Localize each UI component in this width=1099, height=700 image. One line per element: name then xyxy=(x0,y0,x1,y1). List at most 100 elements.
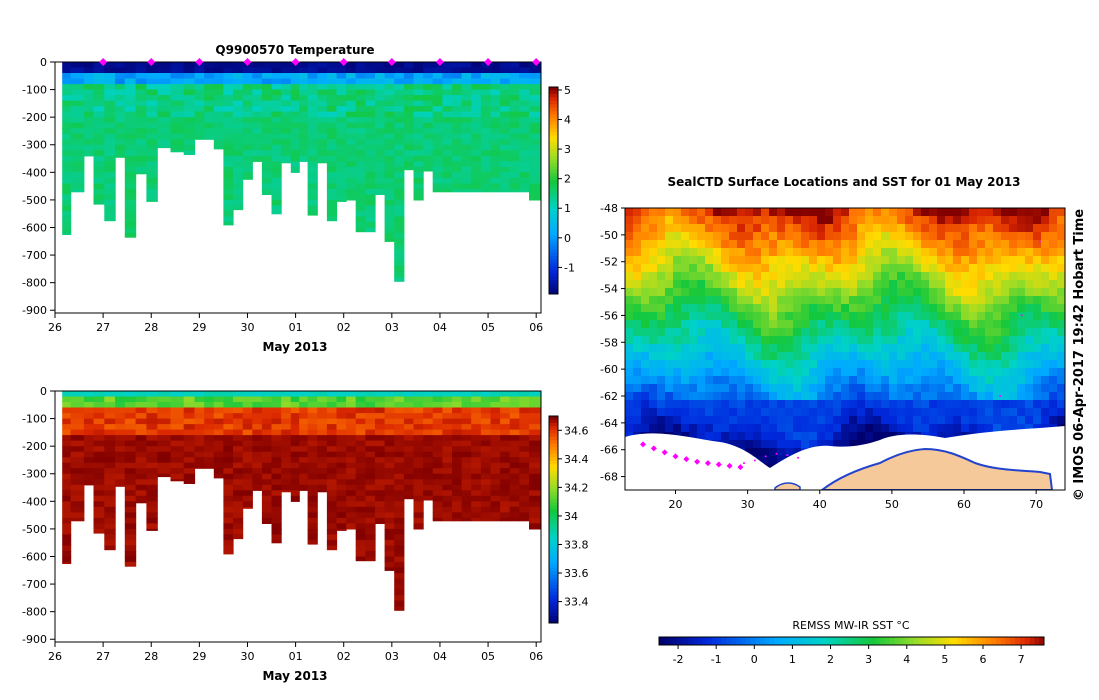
sst-cell xyxy=(713,352,722,361)
sst-cell xyxy=(849,376,858,385)
data-cell xyxy=(252,473,263,480)
sst-cell xyxy=(769,440,778,449)
sst-cell xyxy=(873,376,882,385)
data-cell xyxy=(326,396,338,403)
sst-cell xyxy=(921,312,930,321)
colorbar-band xyxy=(549,616,558,621)
data-cell xyxy=(500,166,511,173)
data-cell xyxy=(307,122,318,129)
data-cell xyxy=(442,89,453,96)
map-x-tick-label: 70 xyxy=(1029,498,1043,511)
sst-cell xyxy=(849,360,858,369)
data-cell xyxy=(183,468,196,475)
data-cell xyxy=(480,117,492,124)
data-cell xyxy=(346,523,357,530)
sst-cell xyxy=(881,400,890,409)
sst-cell xyxy=(817,392,826,401)
data-cell xyxy=(146,446,158,453)
colorbar-band xyxy=(549,422,558,427)
data-cell xyxy=(509,402,520,409)
sst-cell xyxy=(641,384,650,393)
data-cell xyxy=(233,468,244,475)
data-cell xyxy=(384,528,395,535)
data-cell xyxy=(252,407,263,414)
data-cell xyxy=(355,539,366,546)
sst-cell xyxy=(945,224,954,233)
sst-cell xyxy=(665,416,674,425)
sst-cell xyxy=(1025,248,1034,257)
data-cell xyxy=(336,183,347,190)
data-cell xyxy=(529,144,541,151)
data-cell xyxy=(281,144,292,151)
data-cell xyxy=(261,440,273,447)
data-cell xyxy=(452,462,463,469)
sst-cell xyxy=(841,288,850,297)
data-cell xyxy=(146,501,158,508)
sst-cell xyxy=(785,328,794,337)
sst-cell xyxy=(913,232,922,241)
data-cell xyxy=(394,484,405,491)
sst-cell xyxy=(937,360,946,369)
data-cell xyxy=(290,413,300,420)
sst-cell xyxy=(921,336,930,345)
sst-cell xyxy=(961,296,970,305)
sst-cell xyxy=(953,208,962,217)
data-cell xyxy=(194,413,205,420)
sst-cell xyxy=(969,400,978,409)
data-cell xyxy=(365,490,376,497)
sst-cell xyxy=(913,256,922,265)
data-cell xyxy=(170,111,185,118)
sst-colorbar-band xyxy=(904,637,910,645)
sst-cell xyxy=(897,248,906,257)
data-cell xyxy=(204,111,215,118)
data-cell xyxy=(355,210,366,217)
x-tick-label: 03 xyxy=(385,650,399,663)
data-cell xyxy=(62,177,72,184)
colorbar-band xyxy=(549,467,558,472)
sst-cell xyxy=(713,400,722,409)
data-cell xyxy=(500,457,511,464)
antarctica-land xyxy=(820,447,1054,490)
data-cell xyxy=(346,512,357,519)
data-cell xyxy=(124,545,137,552)
sst-cell xyxy=(961,248,970,257)
y-tick-label: -800 xyxy=(22,606,47,619)
sst-cell xyxy=(977,288,986,297)
data-cell xyxy=(146,122,158,129)
data-cell xyxy=(124,451,137,458)
sst-field xyxy=(625,208,1065,490)
data-cell xyxy=(529,435,541,442)
data-cell xyxy=(452,144,463,151)
data-cell xyxy=(355,144,366,151)
data-cell xyxy=(461,402,472,409)
data-cell xyxy=(70,484,85,491)
data-cell xyxy=(299,424,309,431)
sst-cell xyxy=(897,320,906,329)
data-cell xyxy=(271,95,282,102)
data-cell xyxy=(233,528,244,535)
colorbar-band xyxy=(549,121,558,126)
colorbar-band xyxy=(549,262,558,267)
sst-cell xyxy=(1057,384,1065,393)
sst-cell xyxy=(809,208,818,217)
data-cell xyxy=(326,523,338,530)
data-cell xyxy=(471,473,482,480)
sst-cell xyxy=(641,256,650,265)
sst-cell xyxy=(713,280,722,289)
data-cell xyxy=(183,429,196,436)
sst-cell xyxy=(961,336,970,345)
sst-cell xyxy=(873,264,882,273)
data-cell xyxy=(271,457,282,464)
data-cell xyxy=(519,457,530,464)
data-cell xyxy=(204,106,215,113)
sst-cell xyxy=(841,224,850,233)
sst-colorbar-band xyxy=(687,637,694,645)
sst-cell xyxy=(729,288,738,297)
sst-cell xyxy=(905,376,914,385)
sst-cell xyxy=(777,232,786,241)
sst-map-x-axis: 20 30 40 50 60 70 xyxy=(668,490,1043,511)
data-cell xyxy=(529,172,541,179)
data-cell xyxy=(336,166,347,173)
data-cell xyxy=(519,506,530,513)
data-cell xyxy=(242,506,253,509)
